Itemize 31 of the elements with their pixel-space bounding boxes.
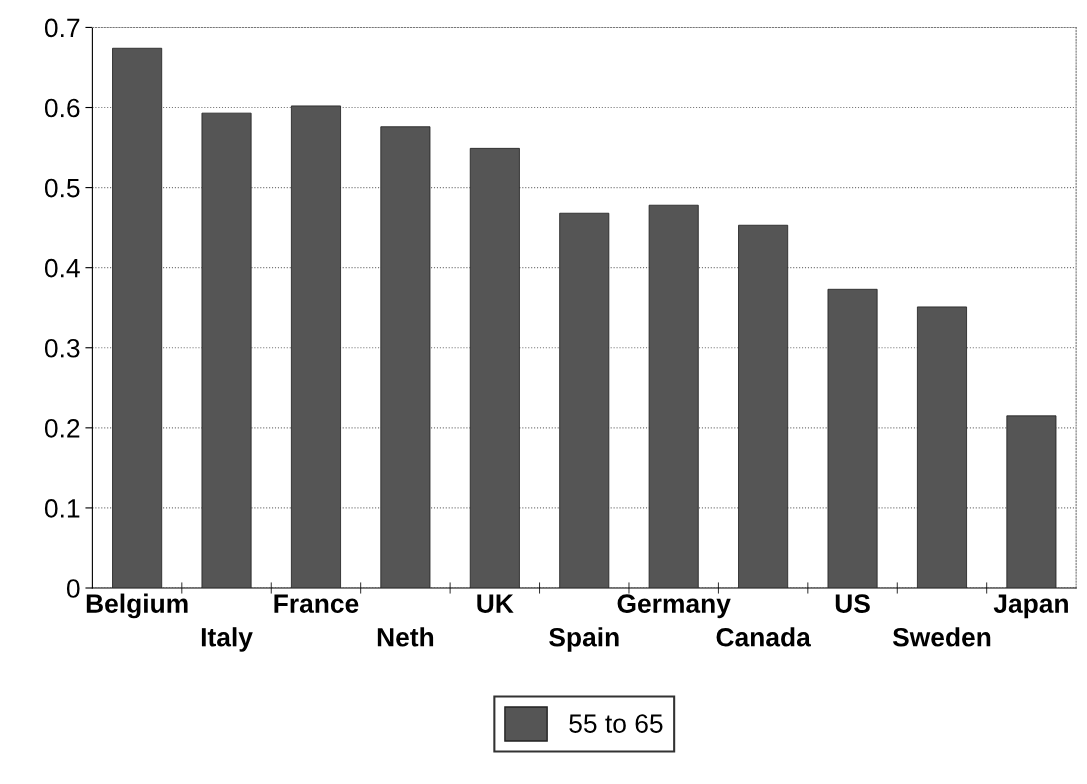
x-tick-label: UK [477, 594, 514, 613]
bar [559, 212, 610, 588]
y-tick-label: 0.3 [44, 338, 80, 358]
x-tick-label: Neth [377, 627, 434, 647]
x-tick-label: US [835, 594, 870, 613]
bar [738, 224, 789, 588]
bar [290, 105, 341, 588]
y-tick-label: 0.2 [44, 418, 80, 438]
bar [1006, 415, 1057, 588]
y-tick-label: 0.4 [44, 258, 80, 278]
y-tick-label: 0.7 [44, 18, 80, 38]
x-tick-label: Sweden [892, 627, 991, 647]
bar [827, 288, 878, 588]
x-tick-label: Germany [617, 594, 731, 619]
bar [201, 112, 252, 588]
bar [916, 306, 967, 588]
y-tick-label: 0.5 [44, 178, 80, 198]
x-tick-label: Belgium [86, 593, 188, 619]
y-tick-label: 0 [66, 579, 80, 598]
x-tick-label: Spain [549, 627, 619, 652]
x-tick-label: Italy [201, 627, 253, 652]
x-tick-label: France [274, 594, 359, 613]
bar [648, 204, 699, 588]
y-tick-label: 0.1 [44, 499, 80, 518]
x-tick-label: Canada [716, 627, 811, 647]
bar [469, 147, 520, 588]
bar [112, 47, 163, 588]
bar [380, 126, 431, 588]
legend-label: 55 to 65 [569, 714, 663, 733]
y-tick-label: 0.6 [44, 98, 80, 118]
x-tick-label: Japan [993, 594, 1068, 619]
